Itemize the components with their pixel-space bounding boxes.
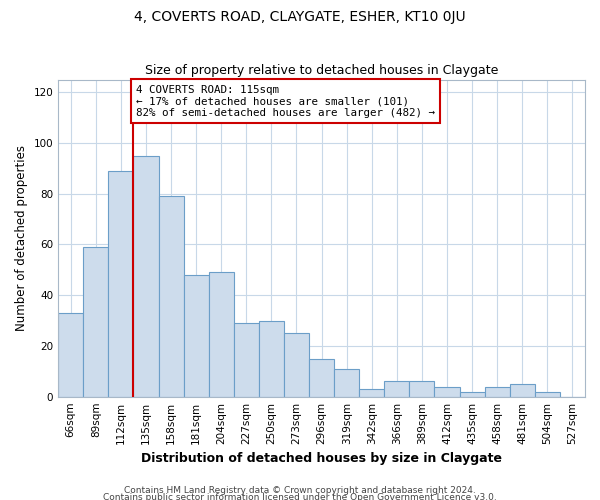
Bar bbox=[133, 156, 158, 396]
Bar bbox=[510, 384, 535, 396]
Bar bbox=[58, 313, 83, 396]
Bar bbox=[158, 196, 184, 396]
Title: Size of property relative to detached houses in Claygate: Size of property relative to detached ho… bbox=[145, 64, 498, 77]
Text: 4, COVERTS ROAD, CLAYGATE, ESHER, KT10 0JU: 4, COVERTS ROAD, CLAYGATE, ESHER, KT10 0… bbox=[134, 10, 466, 24]
Bar bbox=[434, 386, 460, 396]
Bar bbox=[259, 320, 284, 396]
Text: 4 COVERTS ROAD: 115sqm
← 17% of detached houses are smaller (101)
82% of semi-de: 4 COVERTS ROAD: 115sqm ← 17% of detached… bbox=[136, 84, 435, 118]
Bar bbox=[234, 323, 259, 396]
Bar bbox=[309, 358, 334, 397]
Bar bbox=[184, 275, 209, 396]
Bar bbox=[359, 389, 385, 396]
X-axis label: Distribution of detached houses by size in Claygate: Distribution of detached houses by size … bbox=[141, 452, 502, 465]
Bar bbox=[535, 392, 560, 396]
Bar bbox=[485, 386, 510, 396]
Bar bbox=[83, 247, 109, 396]
Bar bbox=[284, 334, 309, 396]
Text: Contains public sector information licensed under the Open Government Licence v3: Contains public sector information licen… bbox=[103, 494, 497, 500]
Y-axis label: Number of detached properties: Number of detached properties bbox=[15, 145, 28, 331]
Bar bbox=[334, 369, 359, 396]
Bar bbox=[385, 382, 409, 396]
Text: Contains HM Land Registry data © Crown copyright and database right 2024.: Contains HM Land Registry data © Crown c… bbox=[124, 486, 476, 495]
Bar bbox=[460, 392, 485, 396]
Bar bbox=[209, 272, 234, 396]
Bar bbox=[109, 171, 133, 396]
Bar bbox=[409, 382, 434, 396]
